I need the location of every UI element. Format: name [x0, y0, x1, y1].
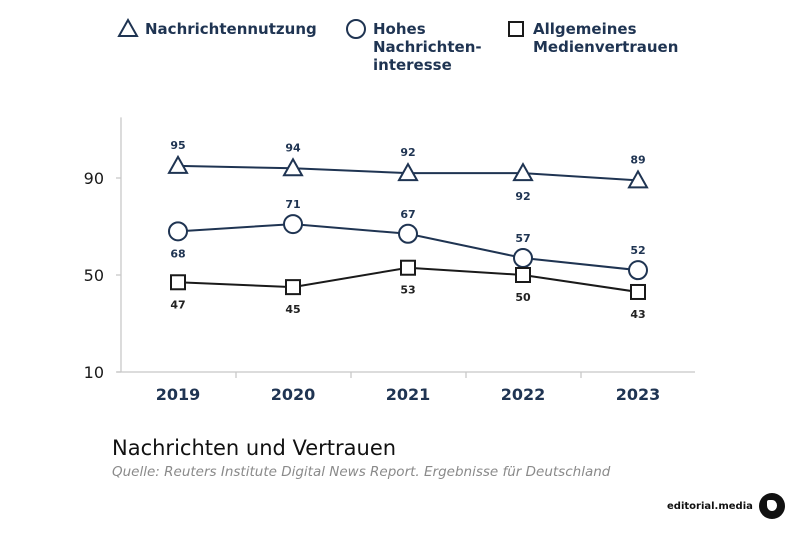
- data-point-triangle: [627, 169, 649, 189]
- x-tick-label: 2019: [156, 385, 201, 404]
- data-point-triangle: [397, 162, 419, 182]
- series-group: 95 94 92 92 89 68 71 67 57 52 47 45 53 50 43: [167, 139, 649, 321]
- legend: Nachrichtennutzung HohesNachrichten-inter…: [117, 17, 678, 74]
- brand: editorial.media: [667, 493, 785, 519]
- legend-label: Medienvertrauen: [533, 38, 678, 56]
- chart-source: Quelle: Reuters Institute Digital News R…: [112, 464, 611, 480]
- triangle-icon: [117, 17, 139, 37]
- data-label: 68: [170, 247, 185, 260]
- legend-item: Nachrichtennutzung: [117, 17, 317, 38]
- data-point-triangle: [167, 154, 189, 174]
- data-label: 67: [400, 208, 415, 221]
- data-point-circle: [283, 214, 303, 235]
- data-label: 94: [285, 141, 301, 154]
- legend-label: Hohes: [373, 20, 426, 38]
- line-chart: Nachrichtennutzung HohesNachrichten-inter…: [84, 17, 695, 404]
- axes: 10 50 90 2019 2020 2021 2022 2023: [84, 117, 695, 404]
- data-point-square: [170, 274, 186, 291]
- data-point-square: [400, 259, 416, 276]
- legend-label: interesse: [373, 56, 452, 74]
- chart-title: Nachrichten und Vertrauen: [112, 436, 397, 460]
- data-label: 89: [630, 153, 645, 166]
- data-point-circle: [513, 248, 533, 269]
- series-square: 47 45 53 50 43: [170, 259, 646, 321]
- data-label: 53: [400, 284, 415, 297]
- brand-name: editorial.media: [667, 500, 753, 512]
- data-point-triangle: [282, 157, 304, 177]
- square-icon: [508, 21, 524, 37]
- data-point-square: [515, 267, 531, 283]
- y-tick-label: 90: [84, 169, 104, 188]
- x-tick-label: 2022: [501, 385, 546, 404]
- brand-logo-icon: [758, 493, 785, 519]
- data-label: 71: [285, 198, 300, 211]
- data-label: 45: [285, 303, 300, 316]
- data-label: 43: [630, 308, 645, 321]
- y-tick-label: 50: [84, 266, 104, 285]
- data-label: 52: [630, 244, 645, 257]
- legend-label: Nachrichtennutzung: [145, 20, 317, 38]
- data-label: 57: [515, 232, 530, 245]
- data-point-triangle: [512, 162, 534, 182]
- data-point-circle: [398, 223, 418, 244]
- x-tick-label: 2023: [616, 385, 661, 404]
- y-tick-label: 10: [84, 363, 104, 382]
- data-label: 50: [515, 291, 531, 304]
- data-point-circle: [168, 221, 188, 242]
- legend-label: Allgemeines: [533, 20, 637, 38]
- data-point-square: [630, 283, 646, 300]
- data-point-square: [285, 279, 301, 296]
- x-tick-label: 2020: [271, 385, 316, 404]
- series-circle: 68 71 67 57 52: [168, 198, 648, 281]
- data-label: 92: [515, 190, 530, 203]
- x-tick-label: 2021: [386, 385, 431, 404]
- data-label: 47: [170, 298, 185, 311]
- legend-label: Nachrichten-: [373, 38, 482, 56]
- data-label: 95: [170, 139, 185, 152]
- data-point-circle: [628, 260, 648, 281]
- data-label: 92: [400, 146, 415, 159]
- series-triangle: 95 94 92 92 89: [167, 139, 649, 203]
- circle-icon: [346, 19, 366, 39]
